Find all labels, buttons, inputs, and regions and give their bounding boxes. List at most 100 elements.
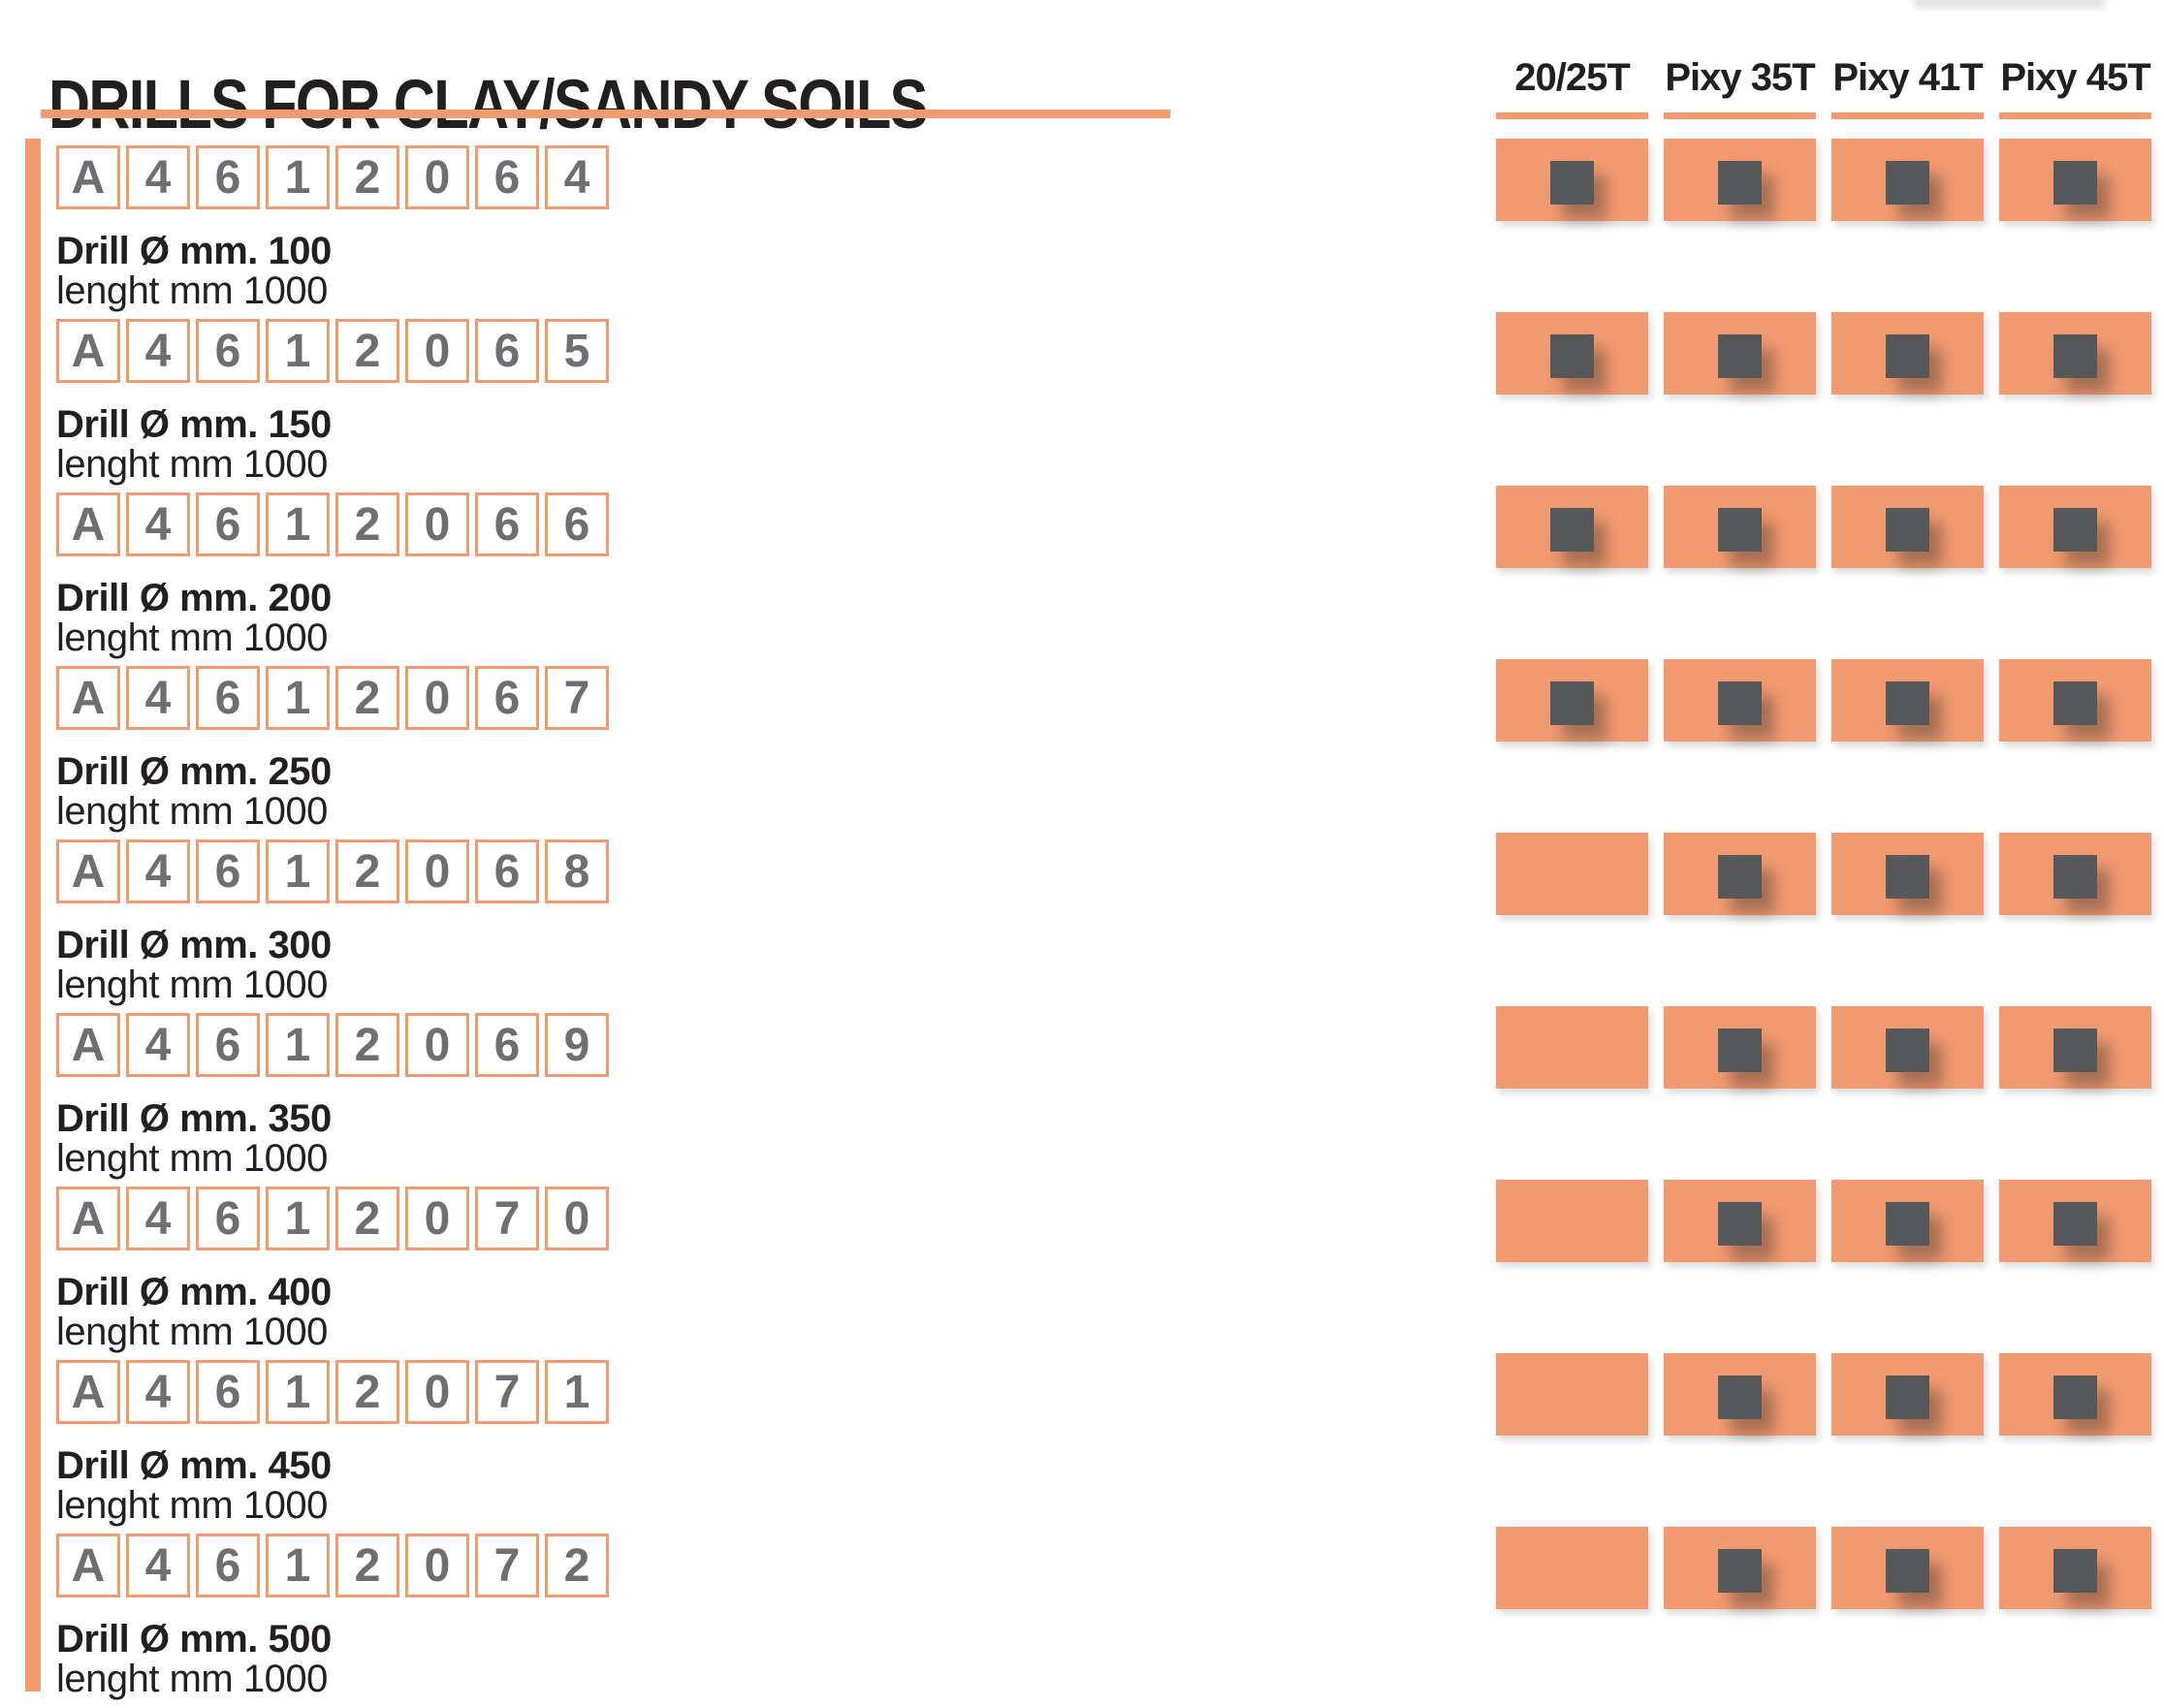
compatibility-cell bbox=[1496, 833, 1648, 915]
compatibility-cell bbox=[1999, 139, 2151, 221]
compatible-marker bbox=[1550, 681, 1594, 725]
product-name: Drill Ø mm. 450 bbox=[56, 1444, 332, 1487]
code-box: 1 bbox=[266, 145, 330, 209]
compatible-marker bbox=[2053, 1202, 2097, 1246]
compatible-marker bbox=[1550, 334, 1594, 378]
code-box: 4 bbox=[126, 1186, 190, 1250]
code-box: 6 bbox=[196, 319, 260, 383]
code-box: 7 bbox=[475, 1186, 539, 1250]
code-box: 1 bbox=[266, 1013, 330, 1077]
compatible-marker bbox=[1886, 1028, 1929, 1072]
code-box: 6 bbox=[475, 492, 539, 556]
compatible-marker bbox=[1886, 1202, 1929, 1246]
compatibility-cell bbox=[1664, 486, 1816, 568]
product-length: lenght mm 1000 bbox=[56, 269, 328, 312]
product-name: Drill Ø mm. 150 bbox=[56, 403, 332, 446]
code-box: 9 bbox=[545, 1013, 609, 1077]
compatible-marker bbox=[1718, 1202, 1762, 1246]
compatible-marker bbox=[1550, 161, 1594, 205]
compatible-marker bbox=[1886, 855, 1929, 899]
compatible-marker bbox=[2053, 1376, 2097, 1419]
code-box: A bbox=[56, 319, 120, 383]
code-box: 1 bbox=[266, 1534, 330, 1597]
code-box: 4 bbox=[126, 839, 190, 903]
code-box: 1 bbox=[266, 319, 330, 383]
compatible-marker bbox=[1718, 681, 1762, 725]
code-box: 0 bbox=[405, 1534, 469, 1597]
compatibility-cell bbox=[1496, 1006, 1648, 1089]
code-box: A bbox=[56, 666, 120, 730]
column-underline bbox=[1496, 112, 1648, 119]
code-box: 0 bbox=[405, 1360, 469, 1424]
code-box: 4 bbox=[126, 492, 190, 556]
code-box: 2 bbox=[335, 1534, 399, 1597]
compatibility-cell bbox=[1831, 312, 1984, 395]
code-box: 6 bbox=[196, 1534, 260, 1597]
code-box: 6 bbox=[196, 839, 260, 903]
compatibility-cell bbox=[1496, 1180, 1648, 1262]
product-length: lenght mm 1000 bbox=[56, 1137, 328, 1180]
compatibility-cell bbox=[1664, 1006, 1816, 1089]
compatibility-cell bbox=[1999, 659, 2151, 742]
column-header: Pixy 35T bbox=[1665, 56, 1815, 99]
compatibility-cell bbox=[1831, 1180, 1984, 1262]
compatibility-cell bbox=[1496, 486, 1648, 568]
compatibility-cell bbox=[1831, 1527, 1984, 1609]
compatible-marker bbox=[2053, 855, 2097, 899]
compatibility-cell bbox=[1831, 659, 1984, 742]
code-box: 6 bbox=[475, 839, 539, 903]
code-box: A bbox=[56, 1534, 120, 1597]
code-box: 6 bbox=[475, 145, 539, 209]
column-header: Pixy 45T bbox=[2000, 56, 2150, 99]
product-name: Drill Ø mm. 400 bbox=[56, 1271, 332, 1313]
code-box: 6 bbox=[196, 666, 260, 730]
code-box: 0 bbox=[405, 666, 469, 730]
code-box: 6 bbox=[196, 145, 260, 209]
code-box: 1 bbox=[266, 839, 330, 903]
code-box: 2 bbox=[335, 319, 399, 383]
code-box: 7 bbox=[475, 1534, 539, 1597]
product-name: Drill Ø mm. 200 bbox=[56, 577, 332, 619]
product-length: lenght mm 1000 bbox=[56, 964, 328, 1006]
compatibility-cell bbox=[1496, 312, 1648, 395]
code-box: 0 bbox=[405, 839, 469, 903]
page-title: DRILLS FOR CLAY/SANDY SOILS bbox=[48, 66, 928, 143]
code-box: 1 bbox=[266, 1186, 330, 1250]
compatibility-cell bbox=[1664, 312, 1816, 395]
code-box: 2 bbox=[335, 1186, 399, 1250]
compatibility-cell bbox=[1999, 1006, 2151, 1089]
code-box: 6 bbox=[475, 319, 539, 383]
compatible-marker bbox=[1718, 1028, 1762, 1072]
code-box: 2 bbox=[335, 839, 399, 903]
compatible-marker bbox=[1718, 855, 1762, 899]
compatibility-cell bbox=[1999, 486, 2151, 568]
compatibility-cell bbox=[1831, 139, 1984, 221]
code-box: 6 bbox=[475, 666, 539, 730]
code-box: 6 bbox=[196, 1360, 260, 1424]
code-box: A bbox=[56, 1360, 120, 1424]
compatibility-cell bbox=[1999, 1353, 2151, 1436]
compatibility-cell bbox=[1999, 312, 2151, 395]
compatible-marker bbox=[1718, 1376, 1762, 1419]
compatibility-cell bbox=[1664, 833, 1816, 915]
title-underline bbox=[41, 110, 1170, 118]
compatibility-cell bbox=[1664, 659, 1816, 742]
compatible-marker bbox=[2053, 1549, 2097, 1593]
code-box: 6 bbox=[196, 1013, 260, 1077]
compatibility-cell bbox=[1831, 1353, 1984, 1436]
product-length: lenght mm 1000 bbox=[56, 790, 328, 833]
code-box: 0 bbox=[405, 1013, 469, 1077]
